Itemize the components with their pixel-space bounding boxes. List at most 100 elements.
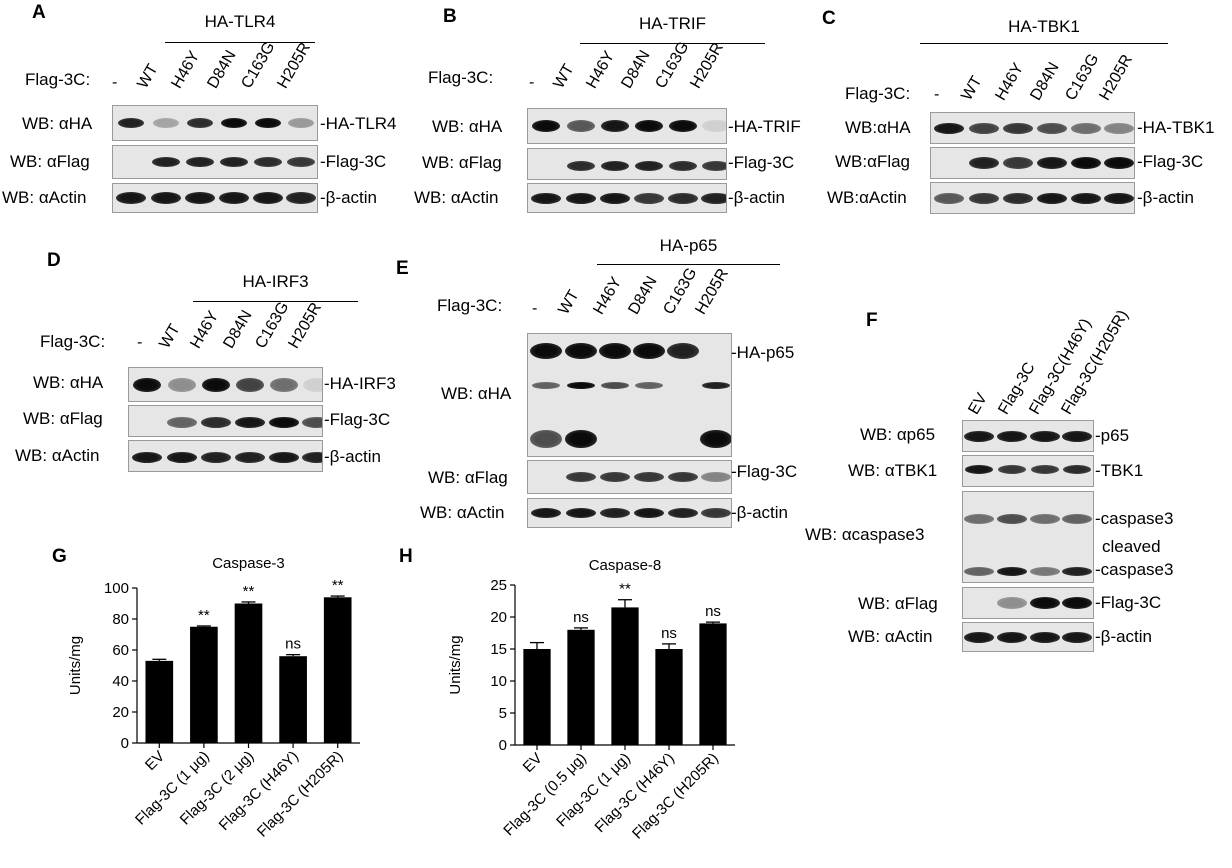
panel-c-blot-actin [930,182,1135,214]
panel-a-right-actin: -β-actin [320,188,378,207]
blot-band [1037,157,1067,169]
caspase3-bar-chart: Caspase-3 0 20 40 60 80 100 Units/mg EV ** Flag-3C… [67,555,360,841]
blot-band [1062,430,1092,442]
panel-f-blot-caspase3 [962,491,1094,583]
blot-band [634,192,664,204]
panel-e-blot-ha [527,333,732,457]
panel-f-wb-p65: WB: αp65 [860,425,936,444]
panel-e-flag-label: Flag-3C: [437,296,503,315]
blot-band [997,631,1027,643]
panel-label-d: D [47,250,61,271]
blot-band [669,160,697,171]
blot-band [702,120,726,132]
significance-label: ** [619,581,631,598]
panel-f-wb-flag: WB: αFlag [858,594,938,613]
blot-band [1062,597,1092,609]
panel-b-right-ha: -HA-TRIF [728,117,801,136]
significance-label: ** [243,583,255,600]
blot-band [669,120,697,132]
blot-band [964,514,994,524]
blot-band [219,192,249,204]
blot-band [997,597,1027,609]
panel-e-wb-flag: WB: αFlag [428,468,508,487]
bar [567,629,595,745]
panel-f-right-tbk1: -TBK1 [1095,461,1144,480]
y-tick-label: 10 [490,673,507,690]
panel-c-wb-ha: WB:αHA [845,118,911,137]
blot-band [565,429,597,448]
blot-band [532,120,560,132]
panel-b-right-actin: -β-actin [728,188,786,207]
panel-c-lane-label: - [934,86,940,103]
panel-e-wb-actin: WB: αActin [420,503,505,522]
panel-c-header: HA-TBK1 [1008,17,1080,36]
panel-d-blot-actin [128,440,323,472]
panel-c-right-ha: -HA-TBK1 [1137,118,1215,137]
blot-band [255,118,281,128]
panel-d-wb-flag: WB: αFlag [23,409,103,428]
panel-c-right-flag: -Flag-3C [1137,152,1204,171]
panel-e-right-flag: -Flag-3C [731,462,798,481]
panel-b-wb-actin: WB: αActin [414,188,499,207]
y-axis-label: Units/mg [67,636,84,695]
panel-f-wb-caspase3: WB: αcaspase3 [805,525,925,544]
blot-band [1003,192,1033,204]
panel-b-blot-flag [527,148,727,180]
blot-band [1003,157,1033,169]
significance-label: ** [332,577,344,594]
bar [234,603,263,743]
blot-band [964,430,994,442]
panel-a-right-flag: -Flag-3C [320,152,387,171]
panel-f-blot-actin [962,622,1094,652]
panel-a-lane-label: H205R [274,39,315,92]
panel-c-wb-flag: WB:αFlag [835,152,911,171]
panel-c-blot-flag [930,147,1135,179]
caspase8-bar-chart: Caspase-8 0 5 10 15 20 25 Units/mg EV ns Flag-3C (… [447,557,735,843]
bar [323,597,352,743]
blot-band [969,122,999,134]
panel-b-blot-ha [527,108,727,144]
blot-band [532,381,560,389]
blot-band [116,192,146,204]
panel-d-blot-flag [128,405,323,437]
blot-band [1062,566,1092,576]
blot-band [1071,122,1101,134]
y-tick-label: 25 [490,577,507,594]
blot-band [201,452,231,463]
blot-band [701,192,726,204]
panel-b-blot-actin [527,183,727,213]
panel-c-wb-actin: WB:αActin [827,188,907,207]
panel-d-blot-ha [128,367,323,402]
blot-band [1104,157,1134,169]
blot-band [151,192,181,204]
panel-f-blot-p65 [962,420,1094,452]
y-tick-label: 100 [104,580,129,597]
panel-a-wb-ha: WB: αHA [22,114,93,133]
panel-label-b: B [443,6,457,27]
panel-b-right-flag: -Flag-3C [728,153,795,172]
blot-band [201,417,231,428]
y-tick-label: 0 [121,735,129,752]
panel-b-lane-label: H46Y [583,48,619,92]
chart-title: Caspase-8 [589,557,662,574]
panel-d-lane-label: - [137,334,143,351]
panel-c-flag-label: Flag-3C: [845,84,911,103]
blot-band [269,452,299,463]
blot-band [1062,514,1092,524]
blot-band [998,465,1026,474]
blot-band [635,120,663,132]
blot-band [286,192,316,204]
blot-band [1071,157,1101,169]
panel-c-lane-label: D84N [1027,59,1063,104]
blot-band [1003,122,1033,134]
panel-label-g: G [52,546,67,567]
blot-band [530,343,562,360]
blot-band [567,120,595,132]
y-tick-label: 40 [112,673,129,690]
panel-f-right-caspase3: -caspase3 [1095,509,1174,528]
panel-e-header-line [597,264,780,265]
blot-band [634,472,664,482]
blot-band [1031,465,1059,474]
panel-d-wb-actin: WB: αActin [15,446,100,465]
panel-f-blot-flag [962,587,1094,619]
